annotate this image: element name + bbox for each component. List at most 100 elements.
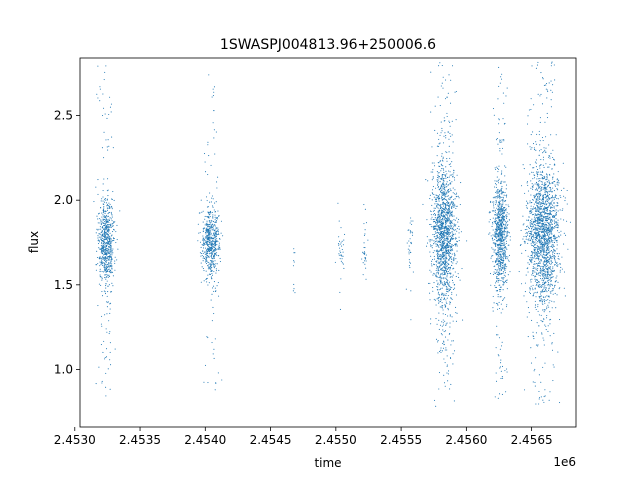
data-point bbox=[549, 225, 551, 227]
data-point bbox=[543, 248, 546, 250]
data-point bbox=[501, 187, 503, 189]
data-point bbox=[537, 202, 539, 204]
data-point bbox=[547, 246, 550, 248]
data-point bbox=[497, 167, 499, 170]
data-point bbox=[499, 253, 501, 256]
data-point bbox=[215, 253, 217, 255]
data-point bbox=[442, 142, 445, 144]
data-point bbox=[438, 371, 441, 374]
data-point bbox=[542, 256, 544, 258]
data-point bbox=[204, 261, 206, 263]
data-point bbox=[507, 231, 509, 233]
data-point bbox=[448, 254, 450, 256]
data-point bbox=[544, 184, 547, 186]
data-point bbox=[103, 227, 105, 229]
data-point bbox=[218, 255, 220, 257]
data-point bbox=[539, 293, 542, 295]
data-point bbox=[536, 190, 538, 192]
data-point bbox=[543, 183, 546, 185]
data-point bbox=[436, 237, 438, 239]
data-point bbox=[446, 244, 448, 246]
data-point bbox=[506, 233, 508, 235]
data-point bbox=[491, 237, 493, 240]
data-point bbox=[492, 261, 494, 263]
data-point bbox=[556, 294, 558, 296]
data-point bbox=[456, 312, 458, 314]
data-point bbox=[543, 287, 545, 289]
data-point bbox=[449, 266, 452, 268]
data-point bbox=[532, 272, 534, 274]
data-point bbox=[447, 380, 449, 382]
data-point bbox=[211, 272, 213, 275]
data-point bbox=[440, 245, 442, 247]
data-point bbox=[104, 259, 106, 261]
data-point bbox=[505, 256, 507, 258]
data-point bbox=[216, 263, 218, 265]
data-point bbox=[214, 216, 216, 218]
data-point bbox=[451, 206, 453, 208]
data-point bbox=[207, 337, 209, 339]
data-point bbox=[533, 203, 535, 205]
data-point bbox=[105, 276, 107, 278]
data-point bbox=[105, 260, 107, 262]
data-point bbox=[213, 234, 215, 236]
data-point bbox=[211, 277, 213, 279]
data-point bbox=[502, 220, 504, 222]
data-point bbox=[537, 310, 539, 312]
data-point bbox=[437, 253, 440, 255]
data-point bbox=[502, 262, 504, 264]
data-point bbox=[450, 174, 452, 176]
data-point bbox=[439, 276, 441, 278]
data-point bbox=[203, 240, 205, 242]
data-point bbox=[104, 277, 106, 279]
data-point bbox=[548, 196, 550, 198]
data-point bbox=[556, 253, 558, 255]
data-point bbox=[444, 233, 446, 235]
data-point bbox=[365, 254, 367, 256]
data-point bbox=[102, 222, 104, 224]
data-point bbox=[454, 198, 456, 200]
data-point bbox=[440, 121, 442, 123]
data-point bbox=[530, 180, 532, 182]
data-point bbox=[363, 223, 365, 225]
data-point bbox=[446, 232, 448, 234]
data-point bbox=[456, 250, 458, 252]
data-point bbox=[446, 214, 448, 216]
data-point bbox=[506, 231, 508, 233]
data-point bbox=[502, 200, 504, 202]
data-point bbox=[449, 204, 451, 206]
data-point bbox=[111, 252, 113, 254]
data-point bbox=[342, 244, 344, 246]
data-point bbox=[442, 217, 444, 219]
data-point bbox=[538, 178, 540, 180]
data-point bbox=[363, 246, 365, 249]
data-point bbox=[212, 227, 214, 229]
data-point bbox=[549, 250, 551, 252]
data-point bbox=[537, 262, 539, 264]
data-point bbox=[450, 190, 452, 192]
data-point bbox=[446, 112, 448, 114]
data-point bbox=[102, 93, 104, 95]
data-point bbox=[539, 262, 541, 264]
data-point bbox=[438, 299, 440, 301]
data-point bbox=[107, 263, 109, 265]
data-point bbox=[438, 221, 440, 223]
data-point bbox=[445, 166, 447, 168]
data-point bbox=[445, 203, 447, 205]
data-point bbox=[500, 259, 502, 262]
data-point bbox=[206, 257, 208, 259]
data-point bbox=[500, 223, 503, 225]
data-point bbox=[552, 246, 554, 249]
data-point bbox=[422, 203, 424, 205]
data-point bbox=[455, 312, 457, 314]
data-point bbox=[438, 388, 440, 390]
data-point bbox=[110, 271, 112, 273]
data-point bbox=[206, 260, 208, 262]
data-point bbox=[437, 162, 439, 164]
data-point bbox=[448, 222, 450, 224]
data-point bbox=[210, 265, 212, 267]
data-point bbox=[551, 241, 553, 243]
data-point bbox=[494, 233, 496, 235]
data-point bbox=[107, 241, 109, 243]
data-point bbox=[450, 226, 452, 228]
